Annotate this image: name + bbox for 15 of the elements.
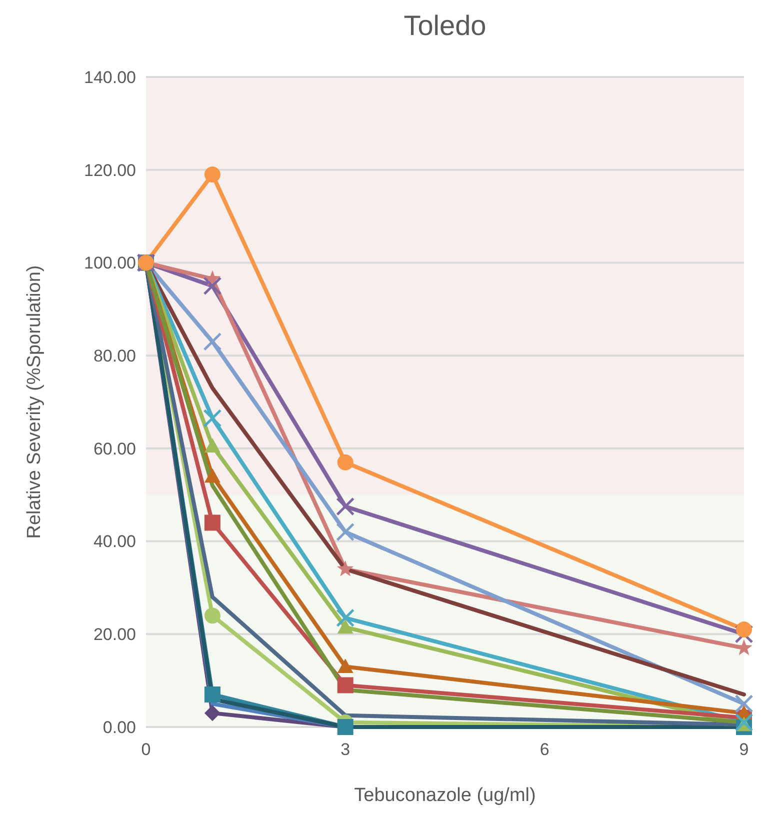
y-tick-label: 60.00 <box>93 439 136 458</box>
y-tick-label: 120.00 <box>84 160 136 180</box>
y-axis-title: Relative Severity (%Sporulation) <box>24 265 45 539</box>
y-tick-label: 20.00 <box>93 625 136 644</box>
y-tick-label: 100.00 <box>84 254 136 273</box>
x-tick-label: 6 <box>540 740 550 759</box>
chart-title: Toledo <box>404 10 486 41</box>
x-tick-label: 0 <box>141 740 151 759</box>
y-tick-label: 0.00 <box>102 718 136 737</box>
x-tick-label: 9 <box>739 740 749 759</box>
x-tick-label: 3 <box>340 740 350 759</box>
y-tick-label: 80.00 <box>93 346 136 366</box>
y-tick-label: 40.00 <box>93 532 136 552</box>
x-axis-title: Tebuconazole (ug/ml) <box>354 785 536 806</box>
y-tick-label: 140.00 <box>84 68 136 87</box>
